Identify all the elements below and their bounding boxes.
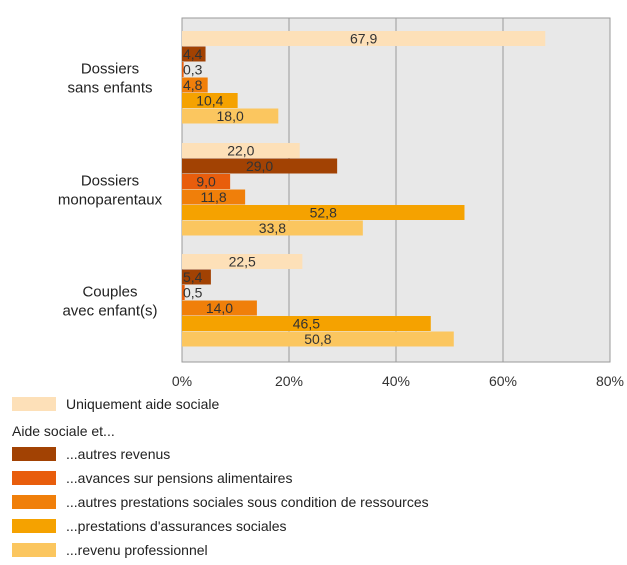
bar — [182, 77, 208, 93]
bar-value-label: 22,5 — [229, 254, 256, 270]
category-label-line: sans enfants — [67, 80, 152, 97]
legend-item-revenu-pro: ...revenu professionnel — [12, 538, 612, 562]
category-label-line: monoparentaux — [58, 192, 163, 209]
legend-label: ...revenu professionnel — [66, 542, 208, 558]
legend-group-title: Aide sociale et... — [12, 423, 115, 439]
legend: Uniquement aide sociale Aide sociale et.… — [12, 392, 612, 562]
bar — [182, 189, 246, 205]
legend-swatch — [12, 471, 56, 485]
bar-value-label: 9,0 — [196, 174, 216, 190]
category-label: Dossiers monoparentaux — [58, 173, 163, 209]
bar-value-label: 46,5 — [293, 316, 320, 332]
legend-item-assurances: ...prestations d'assurances sociales — [12, 514, 612, 538]
x-tick-label: 80% — [596, 373, 624, 389]
bar-value-label: 0,3 — [183, 62, 203, 78]
category-label-line: Couples — [82, 284, 137, 301]
bar-value-label: 22,0 — [227, 143, 254, 159]
legend-item-uniquement: Uniquement aide sociale — [12, 392, 612, 416]
bar — [182, 269, 211, 285]
category-label-line: Dossiers — [81, 173, 139, 190]
legend-label: ...autres revenus — [66, 446, 171, 462]
bar — [182, 31, 546, 46]
x-tick-label: 60% — [489, 373, 517, 389]
legend-item-avances: ...avances sur pensions alimentaires — [12, 466, 612, 490]
bar — [182, 143, 300, 158]
bar — [182, 331, 454, 347]
bar-value-label: 4,4 — [183, 46, 203, 62]
bar — [182, 158, 338, 174]
legend-label: ...avances sur pensions alimentaires — [66, 470, 293, 486]
bar-value-label: 0,5 — [183, 285, 203, 301]
bar — [182, 316, 431, 331]
bar-value-label: 29,0 — [246, 158, 273, 174]
bar-value-label: 5,4 — [183, 269, 203, 285]
legend-swatch — [12, 543, 56, 557]
bar — [182, 285, 185, 300]
bar — [182, 254, 303, 269]
bar-value-label: 67,9 — [350, 31, 377, 47]
legend-swatch — [12, 397, 56, 411]
bar — [182, 62, 184, 77]
bar-value-label: 33,8 — [259, 220, 286, 236]
bar-value-label: 14,0 — [206, 300, 233, 316]
bar — [182, 93, 238, 108]
bar — [182, 46, 206, 62]
bar — [182, 205, 465, 220]
bar-value-label: 18,0 — [217, 108, 244, 124]
legend-label: Uniquement aide sociale — [66, 396, 220, 412]
x-tick-label: 20% — [275, 373, 303, 389]
legend-item-autres-prestations: ...autres prestations sociales sous cond… — [12, 490, 612, 514]
category-label-line: Dossiers — [81, 61, 139, 78]
bar-value-label: 10,4 — [196, 93, 223, 109]
legend-swatch — [12, 495, 56, 509]
bar-value-label: 11,8 — [200, 189, 226, 205]
legend-label: ...autres prestations sociales sous cond… — [66, 494, 429, 510]
legend-label: ...prestations d'assurances sociales — [66, 518, 287, 534]
bar-chart: 0% 20% 40% 60% 80% 67,9 22,0 22,5 4,4 29,0 5,4 0,3 9… — [58, 17, 624, 389]
category-label: Couples avec enfant(s) — [62, 284, 157, 320]
category-label-line: avec enfant(s) — [62, 303, 157, 320]
bar-value-label: 4,8 — [183, 77, 203, 93]
bar — [182, 108, 279, 124]
x-tick-label: 40% — [382, 373, 410, 389]
category-label: Dossiers sans enfants — [67, 61, 152, 97]
bar-value-label: 52,8 — [310, 205, 337, 221]
legend-item-autres-revenus: ...autres revenus — [12, 442, 612, 466]
bar — [182, 300, 257, 316]
bar-value-label: 50,8 — [304, 331, 331, 347]
x-tick-label: 0% — [172, 373, 192, 389]
bar — [182, 174, 231, 189]
legend-swatch — [12, 447, 56, 461]
legend-swatch — [12, 519, 56, 533]
bar — [182, 220, 363, 236]
